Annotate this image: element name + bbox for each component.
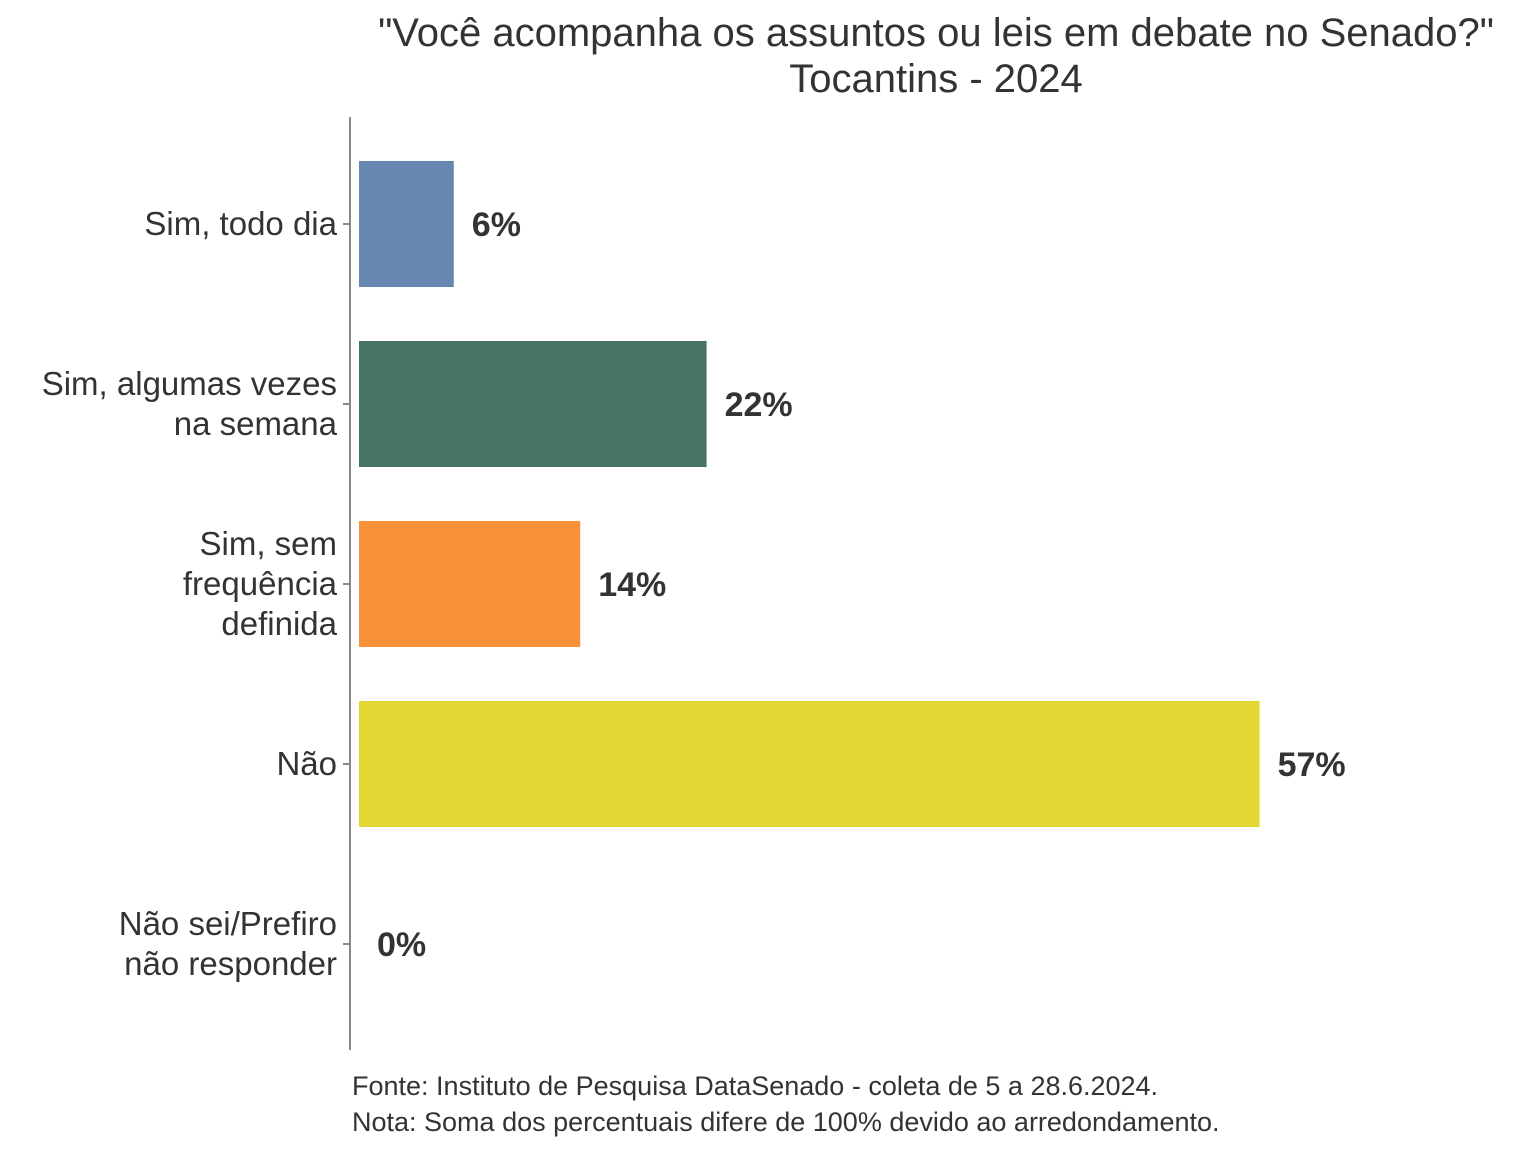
bar: [359, 701, 1260, 827]
y-tick-label: Sim, sem frequência definida: [183, 525, 338, 642]
data-label: 6%: [472, 206, 521, 244]
y-tick-label: Não sei/Prefiro não responder: [119, 905, 337, 982]
bar: [359, 341, 707, 467]
y-tick-label: Sim, todo dia: [144, 205, 337, 242]
data-label: 0%: [377, 926, 426, 964]
source-note: Fonte: Instituto de Pesquisa DataSenado …: [352, 1071, 1159, 1101]
chart-subtitle: Tocantins - 2024: [789, 57, 1083, 101]
chart-footer: Fonte: Instituto de Pesquisa DataSenado …: [352, 1068, 1220, 1140]
rounding-note: Nota: Soma dos percentuais difere de 100…: [352, 1107, 1220, 1137]
data-label: 57%: [1278, 746, 1346, 784]
chart-title: "Você acompanha os assuntos ou leis em d…: [378, 11, 1494, 55]
bar: [359, 161, 454, 287]
bar: [359, 521, 581, 647]
chart-title-block: "Você acompanha os assuntos ou leis em d…: [300, 10, 1536, 102]
y-tick-label: Sim, algumas vezes na semana: [42, 365, 338, 442]
data-label: 14%: [598, 566, 666, 604]
data-label: 22%: [725, 386, 793, 424]
y-tick-label: Não: [276, 745, 337, 782]
